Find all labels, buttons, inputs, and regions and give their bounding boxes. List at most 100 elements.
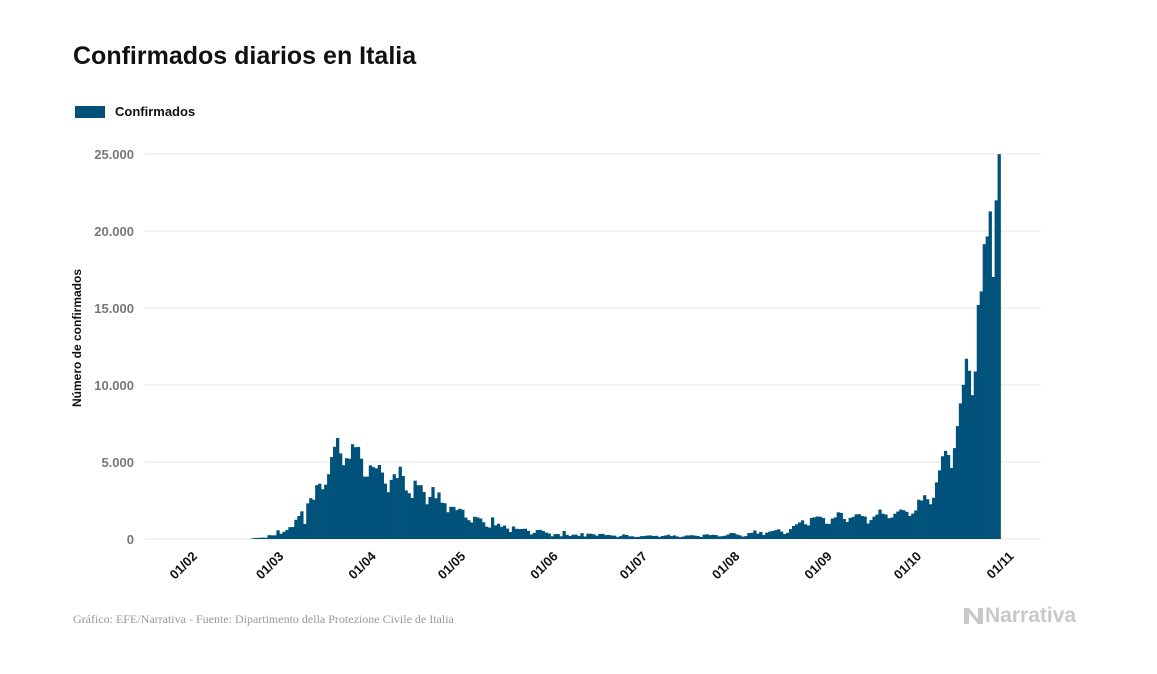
bar: [365, 476, 370, 539]
bar: [279, 533, 283, 539]
bar: [544, 532, 548, 539]
bar: [741, 536, 745, 539]
bar: [660, 536, 665, 539]
bar: [336, 438, 340, 539]
bar: [631, 536, 635, 539]
narrativa-logo-icon: [964, 608, 983, 624]
bar: [541, 531, 545, 539]
bar: [964, 358, 969, 539]
bar: [949, 467, 954, 539]
bar: [917, 499, 921, 539]
bar: [836, 512, 840, 539]
bar: [705, 534, 709, 539]
bar: [815, 516, 820, 539]
bar: [768, 531, 772, 539]
bar: [982, 244, 986, 539]
bar: [526, 530, 531, 539]
bar: [750, 532, 754, 539]
bar: [747, 533, 751, 539]
bar: [860, 515, 864, 539]
bar: [589, 533, 593, 539]
bar: [285, 529, 289, 539]
bar: [404, 490, 408, 539]
bar: [675, 536, 680, 539]
bar: [693, 535, 697, 539]
bar: [461, 509, 465, 539]
bar: [577, 535, 581, 539]
bar: [318, 483, 322, 539]
bar: [604, 535, 608, 539]
bar: [666, 534, 671, 539]
bar: [759, 531, 763, 539]
bar: [440, 502, 444, 539]
y-tick-label: 20.000: [94, 224, 134, 239]
bar: [333, 446, 337, 539]
bar: [321, 489, 325, 539]
bar: [455, 510, 459, 539]
bar: [812, 517, 817, 539]
bar: [699, 537, 703, 539]
bar: [464, 517, 468, 539]
bar: [648, 535, 653, 539]
bar: [595, 535, 599, 539]
bar: [529, 534, 533, 539]
bar: [416, 485, 420, 539]
legend: Confirmados: [75, 104, 195, 119]
bar: [926, 499, 930, 539]
bar: [556, 534, 560, 539]
bar: [488, 527, 492, 539]
bar: [339, 453, 343, 539]
bar: [914, 510, 918, 539]
bar: [857, 514, 861, 539]
bar: [881, 513, 885, 539]
bar: [532, 532, 536, 539]
bar: [550, 536, 554, 539]
bar: [428, 496, 432, 539]
bar: [368, 465, 373, 539]
bar: [383, 483, 387, 539]
bar: [476, 517, 480, 539]
bar: [482, 522, 486, 539]
bar: [413, 480, 417, 539]
bar: [896, 511, 900, 539]
bar: [651, 536, 656, 539]
bar: [800, 520, 805, 539]
bar: [711, 534, 715, 539]
bar: [729, 533, 733, 539]
bar: [568, 535, 572, 539]
bar: [276, 530, 280, 539]
bar: [878, 509, 882, 539]
bar: [374, 468, 379, 539]
bar: [753, 530, 757, 539]
bar: [505, 528, 510, 539]
bar: [356, 447, 361, 539]
bar: [911, 513, 915, 539]
bar: [294, 519, 298, 539]
bar: [908, 515, 912, 539]
bar: [726, 534, 730, 539]
bar: [943, 450, 948, 539]
bar: [988, 211, 992, 539]
bar: [359, 458, 364, 539]
bar: [985, 236, 989, 540]
bar: [502, 525, 507, 539]
bar: [735, 534, 739, 539]
bar: [565, 534, 569, 539]
x-tick-label: 01/07: [616, 549, 650, 583]
bar: [431, 487, 435, 539]
bar: [780, 531, 784, 539]
bar: [839, 512, 843, 539]
bar: [297, 516, 301, 539]
y-axis-title: Número de confirmados: [70, 269, 84, 407]
bar: [619, 536, 623, 539]
bar: [467, 520, 471, 539]
y-tick-label: 10.000: [94, 378, 134, 393]
bar: [437, 492, 441, 539]
bar: [684, 535, 688, 539]
bar: [797, 522, 802, 539]
bar: [261, 537, 265, 539]
bar: [791, 525, 796, 539]
bar: [267, 535, 271, 539]
bar: [717, 536, 721, 539]
bar: [869, 520, 873, 539]
